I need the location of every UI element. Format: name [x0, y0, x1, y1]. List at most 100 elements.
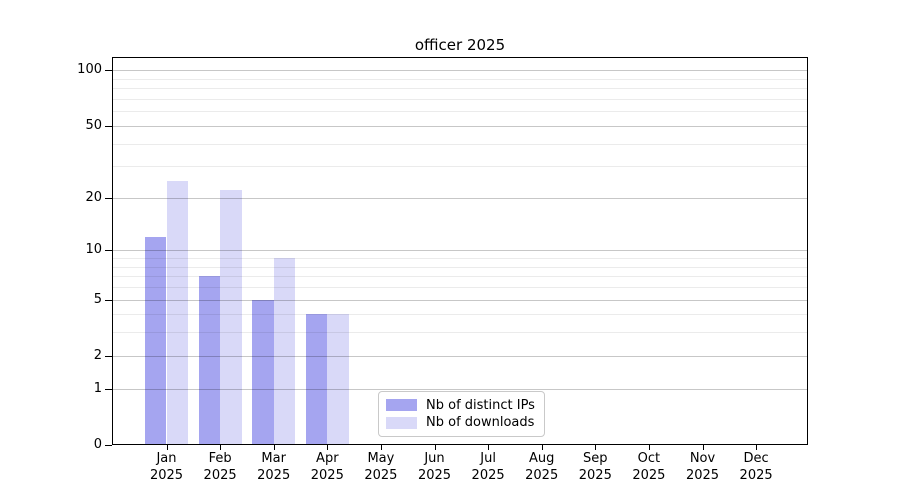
- minor-gridline-90: [113, 78, 807, 80]
- x-tick-year-mar: 2025: [257, 467, 291, 483]
- x-tick-label-oct: Oct 2025: [617, 451, 681, 484]
- y-tick-label-0: 0: [93, 437, 102, 452]
- x-tick-mark-feb: [220, 445, 222, 450]
- x-tick-mark-nov: [702, 445, 704, 450]
- x-tick-year-jul: 2025: [471, 467, 505, 483]
- x-tick-label-jan: Jan 2025: [135, 451, 199, 484]
- y-tick-mark-5: [105, 299, 112, 301]
- x-tick-month-nov: Nov: [689, 451, 716, 466]
- minor-gridline-4: [113, 314, 807, 316]
- x-tick-label-feb: Feb 2025: [188, 451, 252, 484]
- bar-distinct-ips-jan: [144, 236, 167, 444]
- major-gridline-50: [113, 125, 807, 127]
- y-tick-mark-20: [105, 197, 112, 199]
- major-gridline-2: [113, 355, 807, 357]
- minor-gridline-80: [113, 88, 807, 90]
- x-tick-mark-sep: [595, 445, 597, 450]
- bar-downloads-jan: [166, 180, 189, 444]
- major-gridline-20: [113, 197, 807, 199]
- x-tick-label-nov: Nov 2025: [671, 451, 735, 484]
- legend-label-distinct-ips: Nb of distinct IPs: [426, 397, 535, 413]
- x-tick-mark-jan: [166, 445, 168, 450]
- bar-downloads-apr: [327, 314, 349, 444]
- major-gridline-100: [113, 70, 807, 72]
- x-tick-label-sep: Sep 2025: [563, 451, 627, 484]
- minor-gridline-9: [113, 258, 807, 260]
- y-tick-mark-0: [105, 445, 112, 446]
- x-tick-year-oct: 2025: [632, 467, 666, 483]
- y-tick-label-2: 2: [93, 347, 102, 363]
- minor-gridline-30: [113, 166, 807, 168]
- y-tick-label-100: 100: [77, 62, 102, 78]
- x-tick-year-may: 2025: [364, 467, 398, 483]
- y-tick-label-50: 50: [85, 117, 102, 133]
- minor-gridline-7: [113, 276, 807, 278]
- legend-swatch-distinct-ips: [386, 399, 417, 412]
- x-tick-mark-jul: [488, 445, 490, 450]
- x-tick-month-jan: Jan: [156, 451, 177, 466]
- x-tick-month-oct: Oct: [637, 451, 661, 466]
- x-tick-month-sep: Sep: [583, 451, 608, 466]
- x-tick-mark-dec: [756, 445, 758, 450]
- y-tick-mark-2: [105, 355, 112, 357]
- bar-distinct-ips-feb: [198, 276, 221, 444]
- x-tick-year-feb: 2025: [203, 467, 237, 483]
- x-tick-mark-may: [380, 445, 382, 450]
- bar-distinct-ips-apr: [305, 314, 328, 444]
- y-tick-label-1: 1: [93, 380, 102, 396]
- x-tick-label-apr: Apr 2025: [295, 451, 359, 484]
- y-tick-mark-100: [105, 70, 112, 72]
- y-tick-mark-50: [105, 125, 112, 127]
- x-tick-year-dec: 2025: [739, 467, 773, 483]
- x-tick-month-mar: Mar: [261, 451, 286, 466]
- y-tick-label-5: 5: [93, 291, 102, 307]
- x-tick-label-aug: Aug 2025: [510, 451, 574, 484]
- minor-gridline-6: [113, 287, 807, 289]
- major-gridline-1: [113, 388, 807, 390]
- x-tick-year-apr: 2025: [310, 467, 344, 483]
- x-tick-label-jun: Jun 2025: [403, 451, 467, 484]
- legend: Nb of distinct IPs Nb of downloads: [378, 391, 545, 437]
- x-tick-label-may: May 2025: [349, 451, 413, 484]
- x-tick-label-dec: Dec 2025: [724, 451, 788, 484]
- x-tick-mark-jun: [434, 445, 436, 450]
- legend-swatch-downloads: [386, 416, 417, 429]
- x-tick-month-apr: Apr: [316, 451, 339, 466]
- minor-gridline-70: [113, 98, 807, 100]
- y-tick-mark-1: [105, 388, 112, 390]
- minor-gridline-3: [113, 332, 807, 334]
- y-tick-mark-10: [105, 250, 112, 252]
- legend-label-downloads: Nb of downloads: [426, 415, 535, 431]
- chart-title: officer 2025: [414, 36, 506, 54]
- x-tick-year-aug: 2025: [525, 467, 559, 483]
- x-tick-month-may: May: [367, 451, 395, 466]
- x-tick-month-jun: Jun: [424, 451, 445, 466]
- x-tick-month-aug: Aug: [528, 451, 555, 466]
- bar-distinct-ips-mar: [252, 299, 274, 444]
- x-tick-mark-apr: [327, 445, 329, 450]
- x-tick-month-jul: Jul: [480, 451, 496, 466]
- x-tick-label-mar: Mar 2025: [242, 451, 306, 484]
- major-gridline-10: [113, 250, 807, 252]
- minor-gridline-40: [113, 143, 807, 145]
- minor-gridline-8: [113, 266, 807, 268]
- bar-downloads-feb: [220, 190, 242, 444]
- x-tick-year-jun: 2025: [417, 467, 452, 483]
- x-tick-month-feb: Feb: [208, 451, 232, 466]
- bar-downloads-mar: [273, 258, 296, 444]
- y-tick-label-10: 10: [85, 242, 102, 258]
- minor-gridline-60: [113, 111, 807, 113]
- x-tick-label-jul: Jul 2025: [456, 451, 520, 484]
- x-tick-year-sep: 2025: [578, 467, 612, 483]
- x-tick-mark-oct: [648, 445, 650, 450]
- legend-row-downloads: Nb of downloads: [386, 415, 537, 430]
- major-gridline-5: [113, 299, 807, 301]
- x-tick-mark-aug: [541, 445, 543, 450]
- x-tick-month-dec: Dec: [743, 451, 769, 466]
- x-tick-year-jan: 2025: [149, 467, 184, 483]
- x-tick-year-nov: 2025: [685, 467, 720, 483]
- x-tick-mark-mar: [273, 445, 275, 450]
- y-tick-label-20: 20: [85, 189, 102, 205]
- legend-row-distinct-ips: Nb of distinct IPs: [386, 398, 537, 413]
